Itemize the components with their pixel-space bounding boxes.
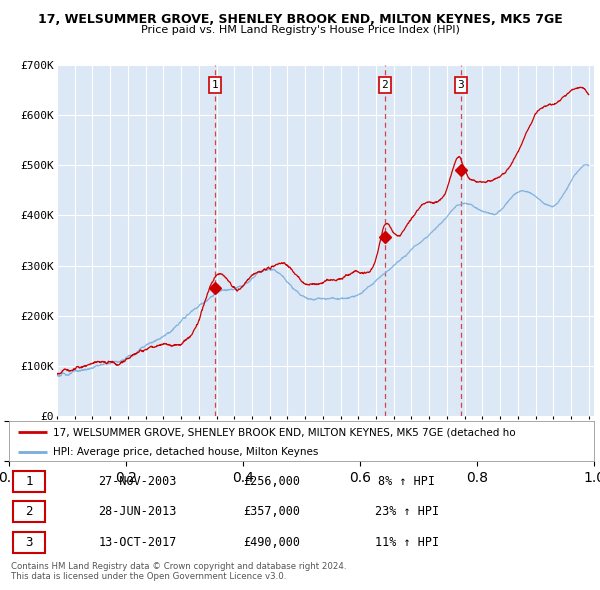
Text: £256,000: £256,000 xyxy=(244,475,301,488)
Text: 2: 2 xyxy=(382,80,388,90)
Text: Price paid vs. HM Land Registry's House Price Index (HPI): Price paid vs. HM Land Registry's House … xyxy=(140,25,460,35)
Text: 3: 3 xyxy=(457,80,464,90)
Text: 17, WELSUMMER GROVE, SHENLEY BROOK END, MILTON KEYNES, MK5 7GE (detached ho: 17, WELSUMMER GROVE, SHENLEY BROOK END, … xyxy=(53,428,515,438)
Text: 2: 2 xyxy=(25,505,33,519)
Text: £490,000: £490,000 xyxy=(244,536,301,549)
Text: Contains HM Land Registry data © Crown copyright and database right 2024.: Contains HM Land Registry data © Crown c… xyxy=(11,562,346,571)
Text: 8% ↑ HPI: 8% ↑ HPI xyxy=(379,475,436,488)
Text: 28-JUN-2013: 28-JUN-2013 xyxy=(98,505,177,519)
Text: 1: 1 xyxy=(211,80,218,90)
Text: 3: 3 xyxy=(25,536,33,549)
Text: 13-OCT-2017: 13-OCT-2017 xyxy=(98,536,177,549)
Text: 17, WELSUMMER GROVE, SHENLEY BROOK END, MILTON KEYNES, MK5 7GE: 17, WELSUMMER GROVE, SHENLEY BROOK END, … xyxy=(38,13,562,26)
Text: 1: 1 xyxy=(25,475,33,488)
Text: 11% ↑ HPI: 11% ↑ HPI xyxy=(375,536,439,549)
Text: £357,000: £357,000 xyxy=(244,505,301,519)
Text: HPI: Average price, detached house, Milton Keynes: HPI: Average price, detached house, Milt… xyxy=(53,447,318,457)
FancyBboxPatch shape xyxy=(13,532,45,553)
FancyBboxPatch shape xyxy=(13,471,45,491)
Text: This data is licensed under the Open Government Licence v3.0.: This data is licensed under the Open Gov… xyxy=(11,572,286,581)
Text: 23% ↑ HPI: 23% ↑ HPI xyxy=(375,505,439,519)
Text: 27-NOV-2003: 27-NOV-2003 xyxy=(98,475,177,488)
FancyBboxPatch shape xyxy=(13,502,45,522)
